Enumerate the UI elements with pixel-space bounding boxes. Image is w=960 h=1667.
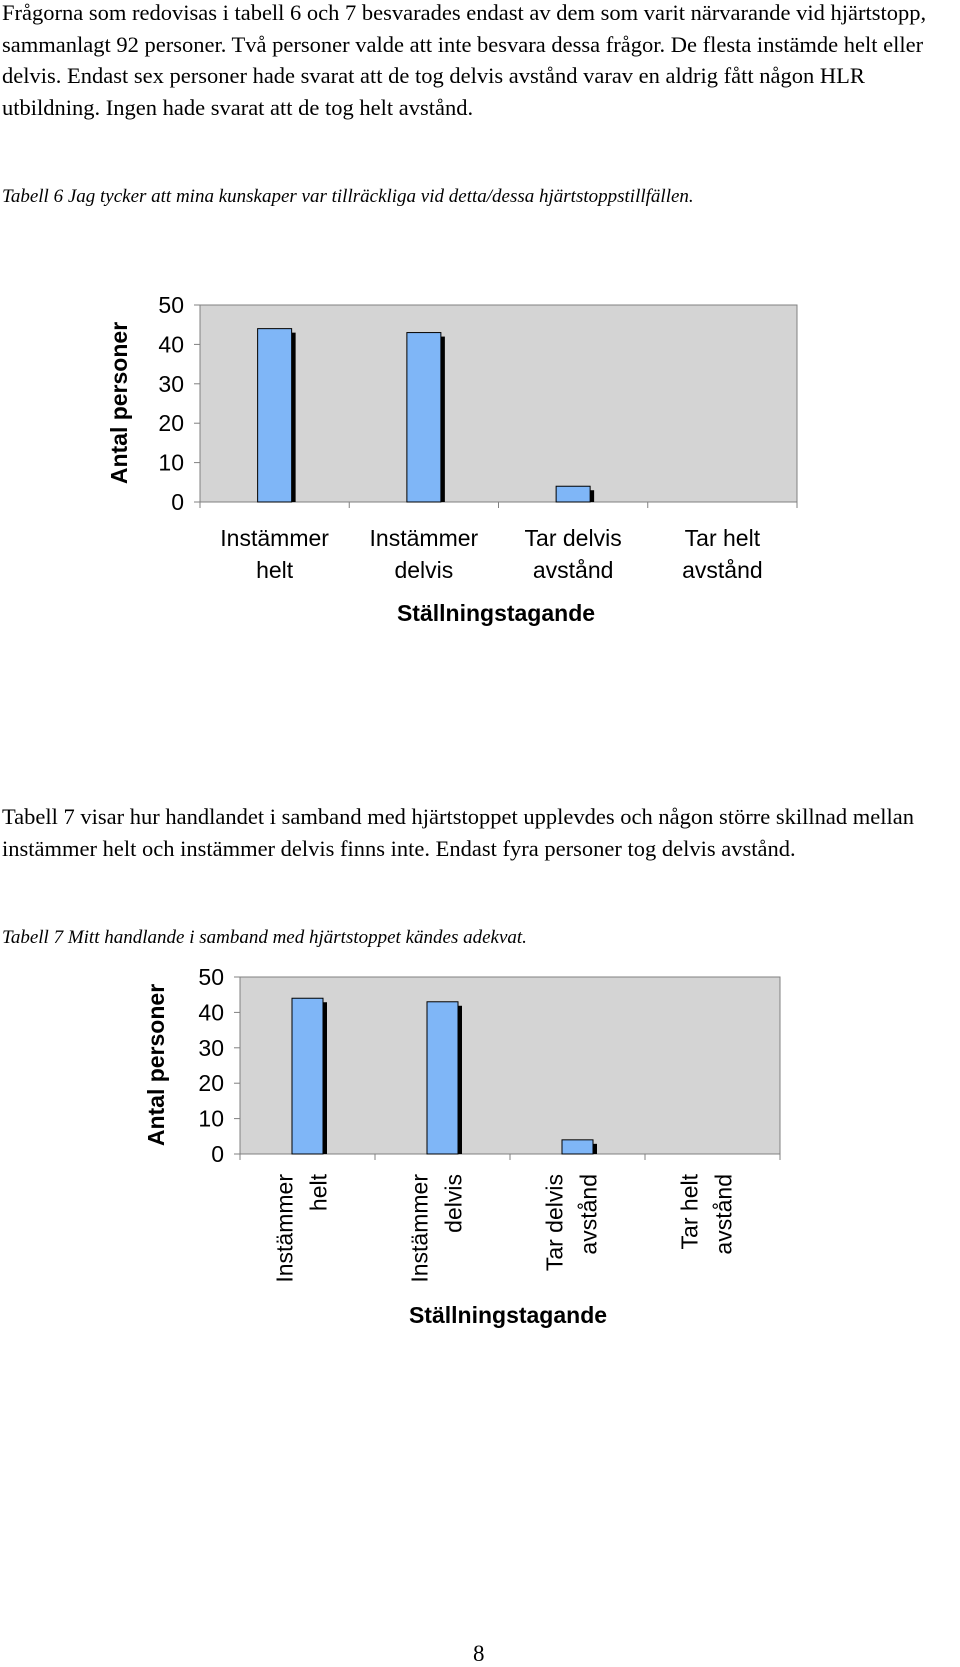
plot-area	[199, 304, 798, 503]
x-tick-label: avstånd	[576, 1174, 602, 1255]
x-tick-label: Instämmer	[220, 525, 329, 551]
table-7-caption: Tabell 7 Mitt handlande i samband med hj…	[2, 927, 527, 948]
x-tick-label: avstånd	[682, 557, 763, 583]
y-tick-label: 20	[158, 410, 184, 436]
y-tick-label: 40	[158, 331, 184, 357]
y-tick-label: 50	[158, 292, 184, 318]
x-tick-label: delvis	[441, 1174, 467, 1233]
y-tick-label: 30	[158, 371, 184, 397]
x-tick-label: delvis	[394, 557, 453, 583]
bar-chart-table-6: 0 10 20 30 40 50 Instämmer helt Instämmer delvis T…	[106, 292, 798, 626]
x-tick-label: Tar delvis	[525, 525, 622, 551]
x-tick-label: avstånd	[533, 557, 614, 583]
y-tick-label: 0	[171, 489, 184, 515]
x-tick-label: Tar helt	[685, 525, 761, 551]
intro-paragraph: Frågorna som redovisas i tabell 6 och 7 …	[2, 0, 927, 120]
x-tick-label: Instämmer	[407, 1174, 433, 1283]
bar	[257, 328, 293, 503]
x-axis-title: Ställningstagande	[397, 600, 595, 626]
x-tick-label: Instämmer	[272, 1174, 298, 1283]
x-tick-label: Instämmer	[370, 525, 479, 551]
y-tick-label: 30	[198, 1035, 224, 1061]
table-7-paragraph: Tabell 7 visar hur handlandet i samband …	[2, 804, 914, 861]
y-tick-label: 10	[198, 1106, 224, 1132]
x-tick-label: Tar helt	[677, 1173, 703, 1249]
y-tick-label: 0	[211, 1141, 224, 1167]
y-axis-title: Antal personer	[143, 984, 169, 1146]
table-6-caption: Tabell 6 Jag tycker att mina kunskaper v…	[2, 186, 694, 207]
x-tick-label: helt	[256, 557, 294, 583]
bar	[291, 997, 324, 1155]
x-axis-title: Ställningstagande	[409, 1302, 607, 1328]
x-tick-label: Tar delvis	[542, 1174, 568, 1271]
y-tick-label: 40	[198, 999, 224, 1025]
y-tick-label: 10	[158, 450, 184, 476]
plot-area	[239, 976, 781, 1155]
y-axis-title: Antal personer	[106, 322, 132, 484]
bar	[555, 485, 591, 503]
bar	[561, 1139, 594, 1155]
y-tick-label: 20	[198, 1070, 224, 1096]
bar	[426, 1001, 459, 1155]
x-tick-label: avstånd	[711, 1174, 737, 1255]
x-tick-label: helt	[306, 1173, 332, 1211]
bar-chart-table-7: 0 10 20 30 40 50 Instämmer helt Instämmer delvis T…	[143, 964, 781, 1328]
y-tick-label: 50	[198, 964, 224, 990]
bar	[406, 332, 442, 503]
page-number: 8	[473, 1641, 485, 1666]
